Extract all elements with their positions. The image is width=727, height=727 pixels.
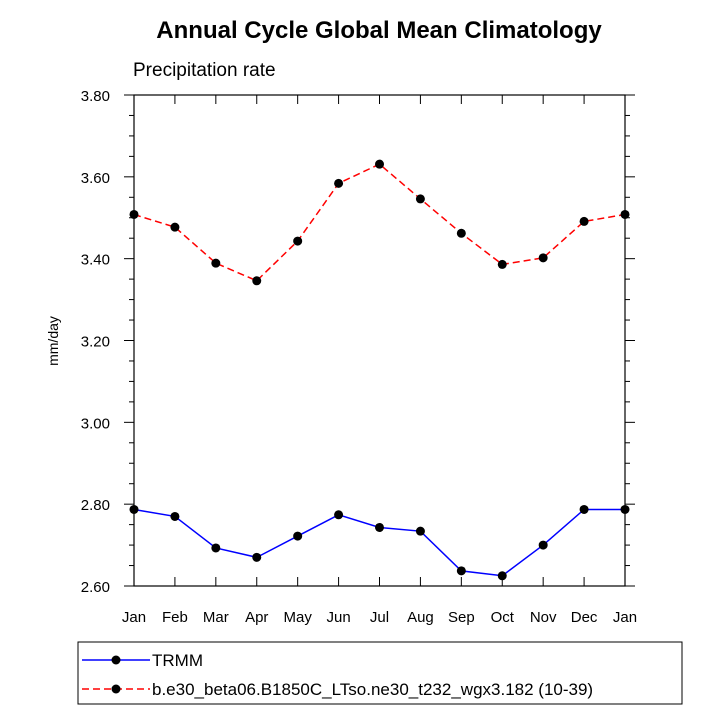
y-tick-label: 3.40 [81,252,110,269]
series-0-point [129,504,139,514]
series-1-point [620,209,630,219]
series-1-point [538,253,548,263]
x-tick-label: Aug [407,609,434,626]
y-tick-label: 2.80 [81,497,110,514]
y-axis-label: mm/day [45,316,61,366]
x-tick-label: Apr [245,609,268,626]
x-tick-label: Jul [370,609,389,626]
series-0-point [334,510,344,520]
series-1-point [375,159,384,169]
x-tick-label: Mar [203,609,229,626]
chart-subtitle: Precipitation rate [133,60,276,81]
x-tick-label: Dec [571,609,598,626]
series-0-point [170,511,180,521]
series-0-point [497,571,507,581]
series-1-point [415,194,425,204]
x-tick-label: Jan [613,609,637,626]
legend-label-1: b.e30_beta06.B1850C_LTso.ne30_t232_wgx3.… [152,680,593,699]
y-tick-label: 3.00 [81,415,110,432]
legend-marker-0 [111,655,121,665]
x-tick-label: Jun [326,609,350,626]
y-tick-label: 2.60 [81,579,110,596]
x-tick-label: Feb [162,609,188,626]
series-1-point [579,216,589,226]
series-layer [129,159,630,581]
x-tick-label: May [283,609,312,626]
series-0-point [375,522,384,532]
series-0-point [293,531,303,541]
y-tick-label: 3.80 [81,88,110,105]
legend-box [77,641,683,705]
series-0-point [456,566,466,576]
x-tick-label: Sep [448,609,475,626]
x-tick-label: Jan [122,609,146,626]
chart-title: Annual Cycle Global Mean Climatology [156,17,602,44]
series-line-1 [133,163,626,282]
series-0-point [211,543,221,553]
legend: TRMM b.e30_beta06.B1850C_LTso.ne30_t232_w… [82,651,593,699]
x-tick-label: Oct [491,609,515,626]
plot-frame [133,94,626,587]
x-tick-label: Nov [530,609,557,626]
y-tick-label: 3.20 [81,334,110,351]
series-1-point [211,258,221,268]
y-tick-label: 3.60 [81,170,110,187]
series-1-point [293,236,303,246]
series-0-point [538,540,548,550]
series-0-point [252,552,262,562]
axis-ticks [124,94,635,587]
tick-labels: Jan Feb Mar Apr May Jun Jul Aug Sep Oct Nov Dec Jan 2… [81,88,637,626]
series-0-point [579,504,589,514]
legend-label-0: TRMM [152,651,203,670]
series-1-point [170,222,180,232]
legend-marker-1 [111,684,121,694]
series-line-0 [133,508,625,577]
series-1-point [129,209,139,219]
series-0-point [415,526,425,536]
series-1-point [456,228,466,238]
series-1-point [252,276,262,286]
series-1-point [497,259,507,269]
series-1-point [334,178,344,188]
series-0-point [620,504,630,514]
